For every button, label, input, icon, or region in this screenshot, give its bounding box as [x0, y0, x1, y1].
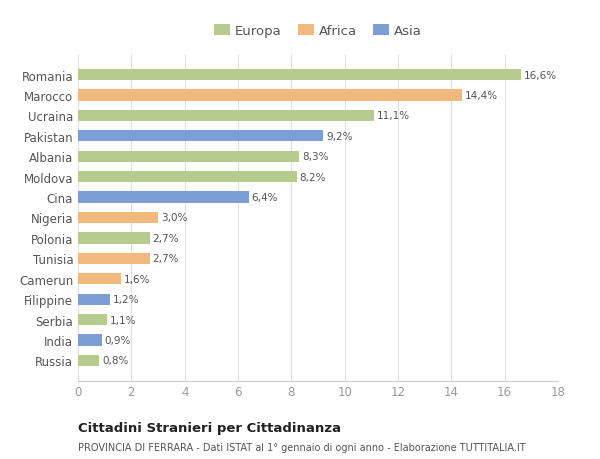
Bar: [78, 294, 110, 305]
Bar: [78, 274, 121, 285]
Text: 11,1%: 11,1%: [377, 111, 410, 121]
Bar: [78, 253, 150, 264]
Text: 2,7%: 2,7%: [152, 233, 179, 243]
Text: 8,2%: 8,2%: [299, 172, 326, 182]
Text: 0,8%: 0,8%: [102, 356, 128, 365]
Text: 14,4%: 14,4%: [464, 91, 498, 101]
Bar: [78, 131, 323, 142]
Bar: [78, 90, 462, 101]
Bar: [78, 192, 248, 203]
Text: PROVINCIA DI FERRARA - Dati ISTAT al 1° gennaio di ogni anno - Elaborazione TUTT: PROVINCIA DI FERRARA - Dati ISTAT al 1° …: [78, 442, 526, 452]
Bar: [78, 233, 150, 244]
Text: 9,2%: 9,2%: [326, 132, 352, 141]
Bar: [78, 172, 296, 183]
Bar: [78, 70, 521, 81]
Bar: [78, 314, 107, 325]
Text: 0,9%: 0,9%: [104, 335, 131, 345]
Text: 1,1%: 1,1%: [110, 315, 137, 325]
Bar: [78, 151, 299, 162]
Legend: Europa, Africa, Asia: Europa, Africa, Asia: [209, 19, 427, 43]
Bar: [78, 213, 158, 224]
Text: 6,4%: 6,4%: [251, 193, 278, 203]
Text: 8,3%: 8,3%: [302, 152, 329, 162]
Text: 3,0%: 3,0%: [161, 213, 187, 223]
Bar: [78, 111, 374, 122]
Text: 1,2%: 1,2%: [113, 295, 139, 304]
Bar: [78, 355, 100, 366]
Text: 1,6%: 1,6%: [124, 274, 150, 284]
Text: Cittadini Stranieri per Cittadinanza: Cittadini Stranieri per Cittadinanza: [78, 421, 341, 434]
Text: 2,7%: 2,7%: [152, 254, 179, 264]
Bar: [78, 335, 102, 346]
Text: 16,6%: 16,6%: [523, 71, 556, 80]
